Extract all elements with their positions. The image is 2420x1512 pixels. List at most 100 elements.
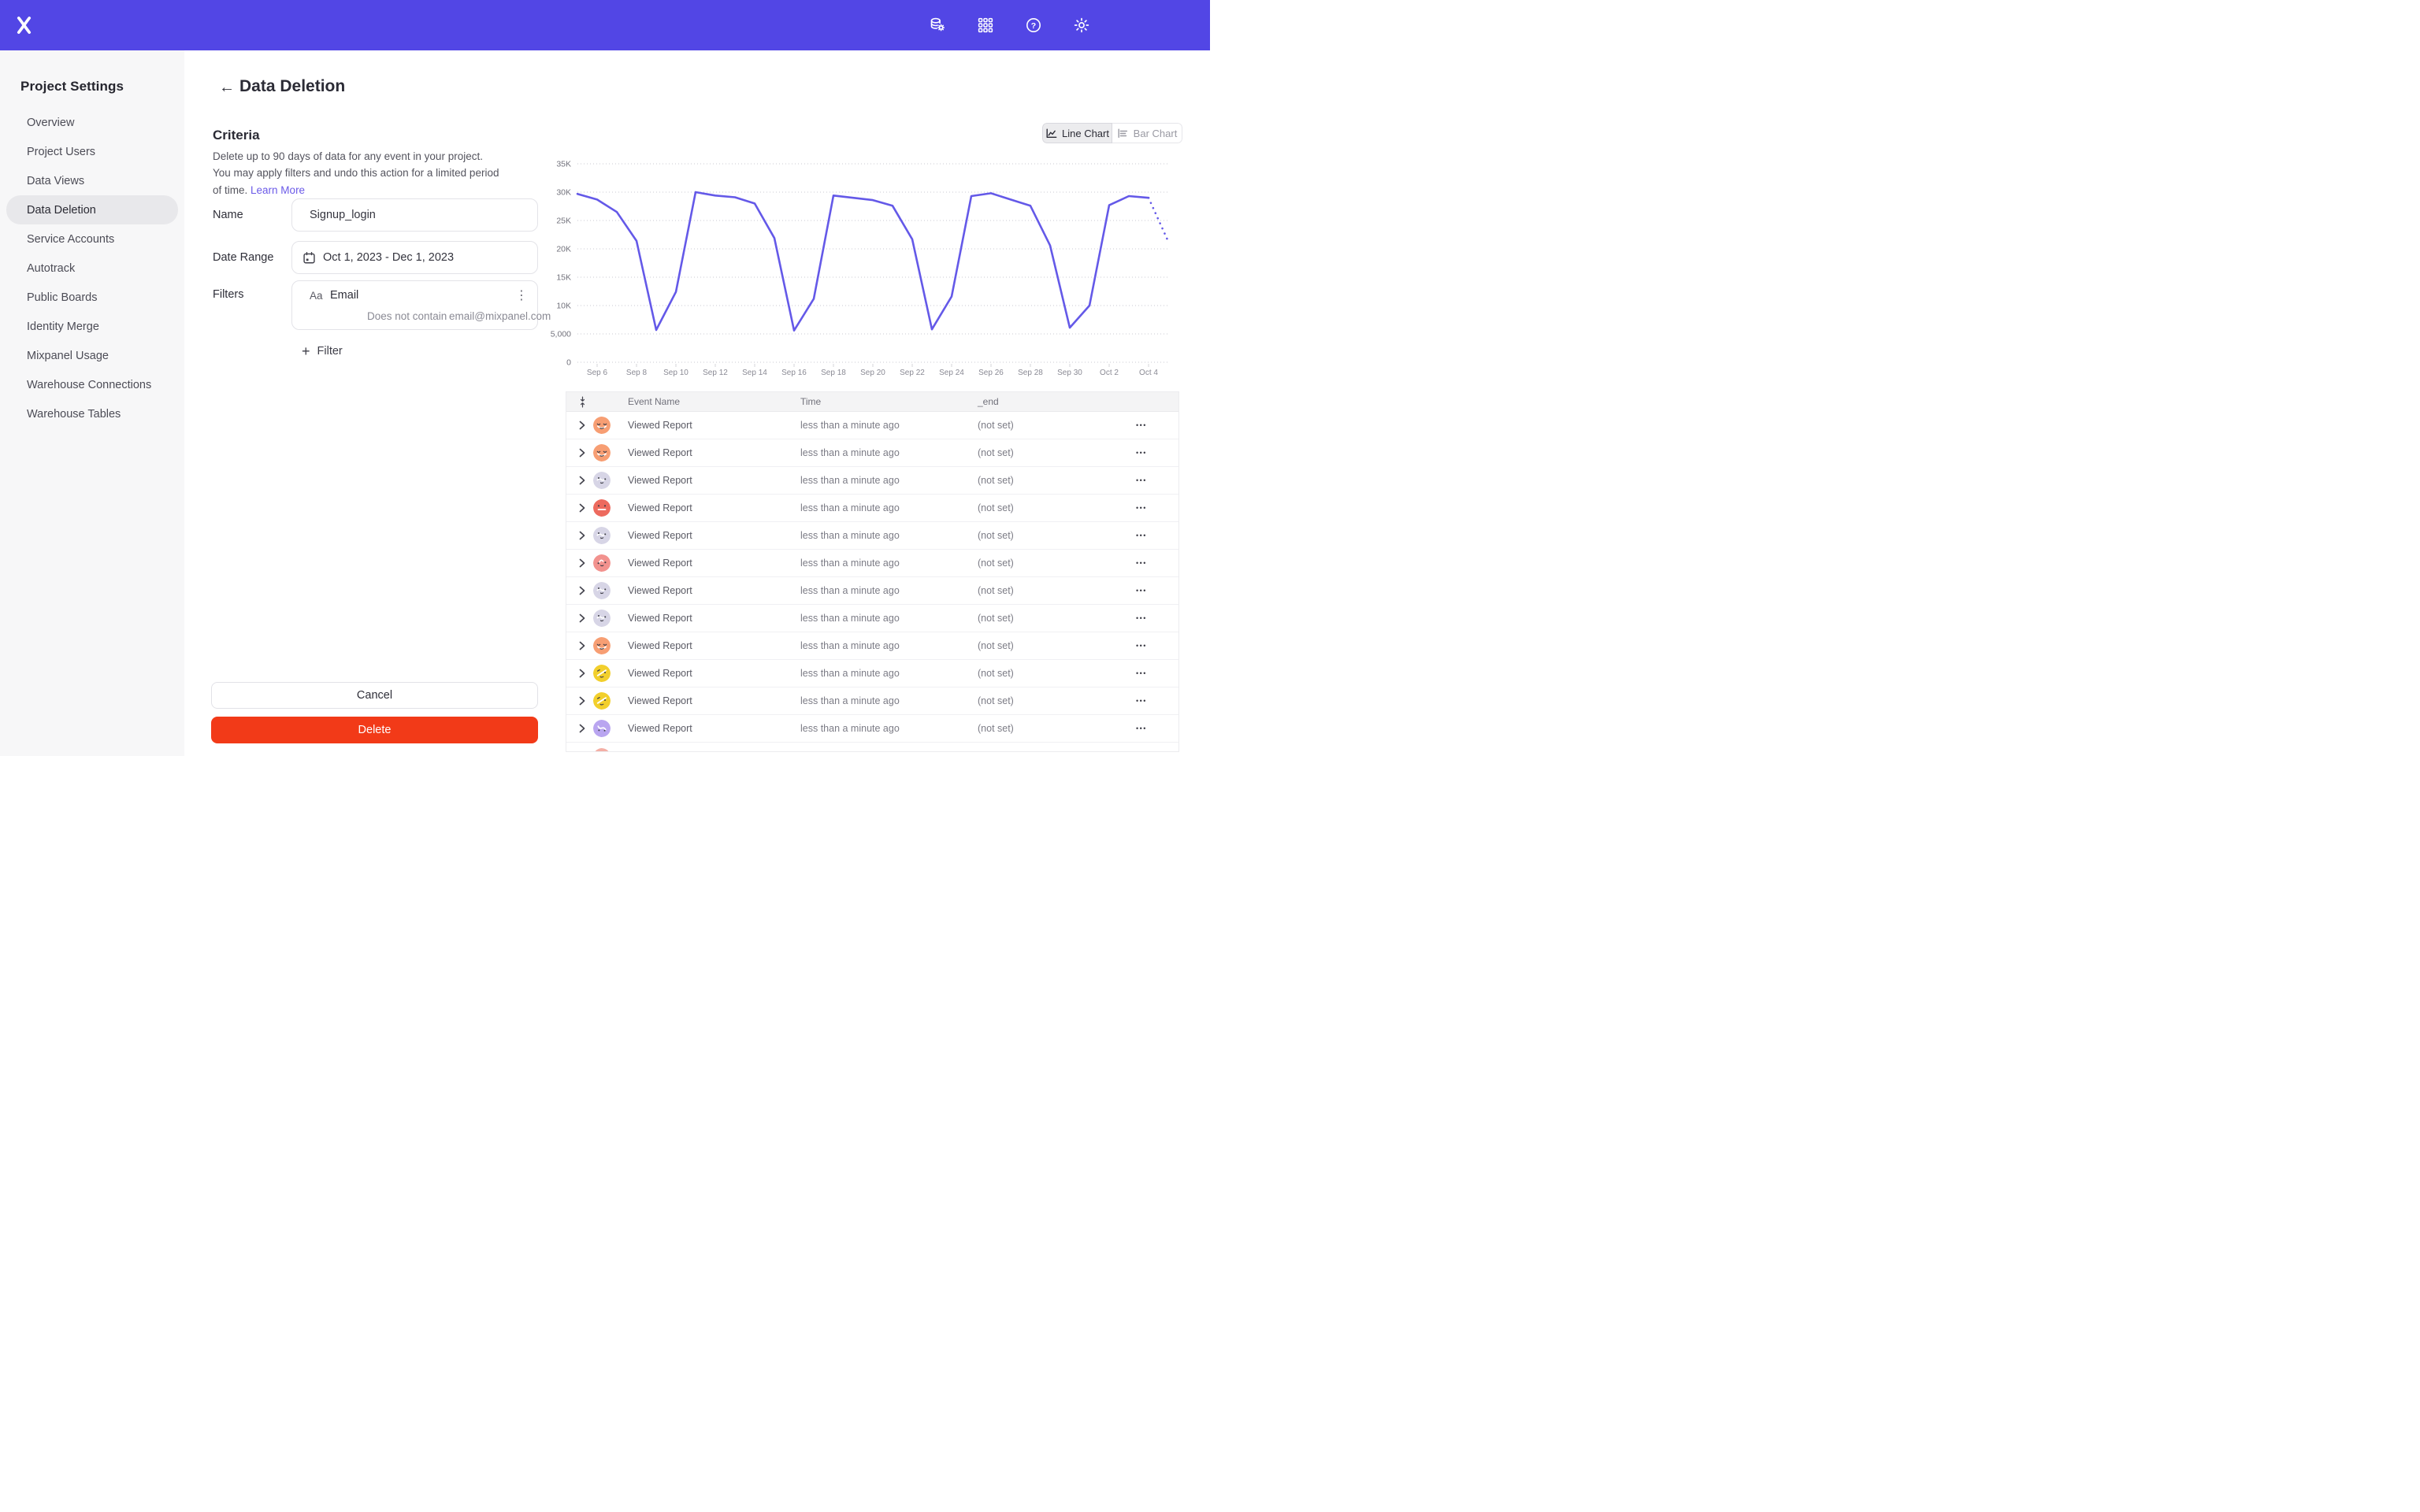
sidebar-item-public-boards[interactable]: Public Boards [27, 291, 98, 304]
row-more-icon[interactable]: ••• [1136, 724, 1147, 732]
event-name-cell: Viewed Report [628, 447, 692, 458]
row-expand-chevron-icon[interactable] [571, 531, 593, 540]
time-cell: less than a minute ago [800, 558, 900, 569]
svg-text:Sep 6: Sep 6 [587, 369, 608, 377]
row-more-icon[interactable]: ••• [1136, 669, 1147, 677]
svg-text:Sep 28: Sep 28 [1018, 369, 1043, 377]
row-expand-chevron-icon[interactable] [571, 421, 593, 430]
sidebar-item-data-views[interactable]: Data Views [27, 174, 85, 187]
filter-value[interactable]: email@mixpanel.com [449, 310, 551, 322]
learn-more-link[interactable]: Learn More [251, 183, 306, 196]
user-avatar [593, 582, 611, 599]
row-expand-chevron-icon[interactable] [571, 752, 593, 753]
time-cell: less than a minute ago [800, 530, 900, 541]
criteria-description: Delete up to 90 days of data for any eve… [213, 148, 501, 198]
filter-menu-icon[interactable]: ⋮ [515, 289, 528, 302]
add-filter-button[interactable]: + Filter [302, 344, 343, 358]
svg-text:Sep 20: Sep 20 [860, 369, 885, 377]
row-expand-chevron-icon[interactable] [571, 586, 593, 595]
time-cell: less than a minute ago [800, 640, 900, 651]
events-table-header: Event Name Time _end [566, 392, 1178, 412]
cancel-button[interactable]: Cancel [211, 682, 538, 709]
line-chart-toggle-label: Line Chart [1062, 127, 1109, 139]
time-cell: less than a minute ago [800, 475, 900, 486]
end-cell: (not set) [978, 668, 1014, 679]
sidebar-item-warehouse-tables[interactable]: Warehouse Tables [27, 407, 121, 421]
row-more-icon[interactable]: ••• [1136, 559, 1147, 567]
delete-button[interactable]: Delete [211, 717, 538, 743]
sidebar-item-mixpanel-usage[interactable]: Mixpanel Usage [27, 349, 109, 362]
end-cell: (not set) [978, 695, 1014, 706]
svg-text:Sep 16: Sep 16 [781, 369, 807, 377]
avatar-cell [593, 637, 628, 654]
date-range-input[interactable]: Oct 1, 2023 - Dec 1, 2023 [291, 241, 538, 274]
filter-card[interactable]: Aa Email ⋮ Does not contain email@mixpan… [291, 280, 551, 330]
row-expand-chevron-icon[interactable] [571, 476, 593, 485]
sidebar-item-service-accounts[interactable]: Service Accounts [27, 232, 115, 246]
event-name-cell: Viewed Report [628, 502, 692, 513]
row-expand-chevron-icon[interactable] [571, 613, 593, 623]
svg-text:?: ? [1031, 21, 1036, 31]
help-icon[interactable]: ? [1025, 17, 1042, 34]
row-more-icon[interactable]: ••• [1136, 504, 1147, 512]
row-more-icon[interactable]: ••• [1136, 532, 1147, 539]
row-expand-chevron-icon[interactable] [571, 558, 593, 568]
row-more-icon[interactable]: ••• [1136, 614, 1147, 622]
sidebar-item-project-users[interactable]: Project Users [27, 145, 96, 158]
row-more-icon[interactable]: ••• [1136, 449, 1147, 457]
user-avatar [593, 472, 611, 489]
sidebar-item-identity-merge[interactable]: Identity Merge [27, 320, 99, 333]
sidebar-item-data-deletion[interactable]: Data Deletion [6, 195, 178, 224]
row-expand-chevron-icon[interactable] [571, 448, 593, 458]
back-button[interactable]: ← [219, 79, 235, 96]
filter-operator[interactable]: Does not contain [367, 310, 447, 322]
apps-grid-icon[interactable] [977, 17, 994, 34]
line-chart-toggle[interactable]: Line Chart [1042, 123, 1112, 143]
svg-text:Oct 2: Oct 2 [1100, 369, 1119, 377]
settings-gear-icon[interactable] [1073, 17, 1090, 34]
row-expand-chevron-icon[interactable] [571, 503, 593, 513]
avatar-cell [593, 444, 628, 461]
svg-text:Sep 22: Sep 22 [900, 369, 925, 377]
time-column-header[interactable]: Time [800, 396, 822, 407]
event-name-cell: Viewed Report [628, 420, 692, 431]
row-more-icon[interactable]: ••• [1136, 476, 1147, 484]
event-name-column-header[interactable]: Event Name [628, 396, 681, 407]
name-input[interactable]: Signup_login [291, 198, 538, 232]
date-range-label: Date Range [213, 251, 274, 264]
row-expand-chevron-icon[interactable] [571, 696, 593, 706]
end-cell: (not set) [978, 751, 1131, 752]
row-expand-chevron-icon[interactable] [571, 641, 593, 650]
sidebar-item-warehouse-connections[interactable]: Warehouse Connections [27, 378, 152, 391]
sidebar-item-autotrack[interactable]: Autotrack [27, 261, 76, 275]
mixpanel-logo[interactable] [17, 16, 32, 35]
row-more-icon[interactable]: ••• [1136, 421, 1147, 429]
string-type-icon: Aa [310, 290, 323, 302]
svg-text:Sep 8: Sep 8 [626, 369, 648, 377]
avatar-cell [593, 499, 628, 517]
row-more-icon[interactable]: ••• [1136, 642, 1147, 650]
row-more-icon[interactable]: ••• [1136, 697, 1147, 705]
row-expand-chevron-icon[interactable] [571, 669, 593, 678]
sort-icon[interactable] [571, 396, 593, 408]
end-column-header[interactable]: _end [978, 396, 999, 407]
sidebar-item-overview[interactable]: Overview [27, 116, 75, 129]
date-range-value: Oct 1, 2023 - Dec 1, 2023 [323, 251, 455, 264]
data-management-icon[interactable] [929, 17, 946, 34]
bar-chart-toggle[interactable]: Bar Chart [1112, 123, 1182, 143]
row-expand-chevron-icon[interactable] [571, 724, 593, 733]
row-more-icon[interactable]: ••• [1136, 587, 1147, 595]
